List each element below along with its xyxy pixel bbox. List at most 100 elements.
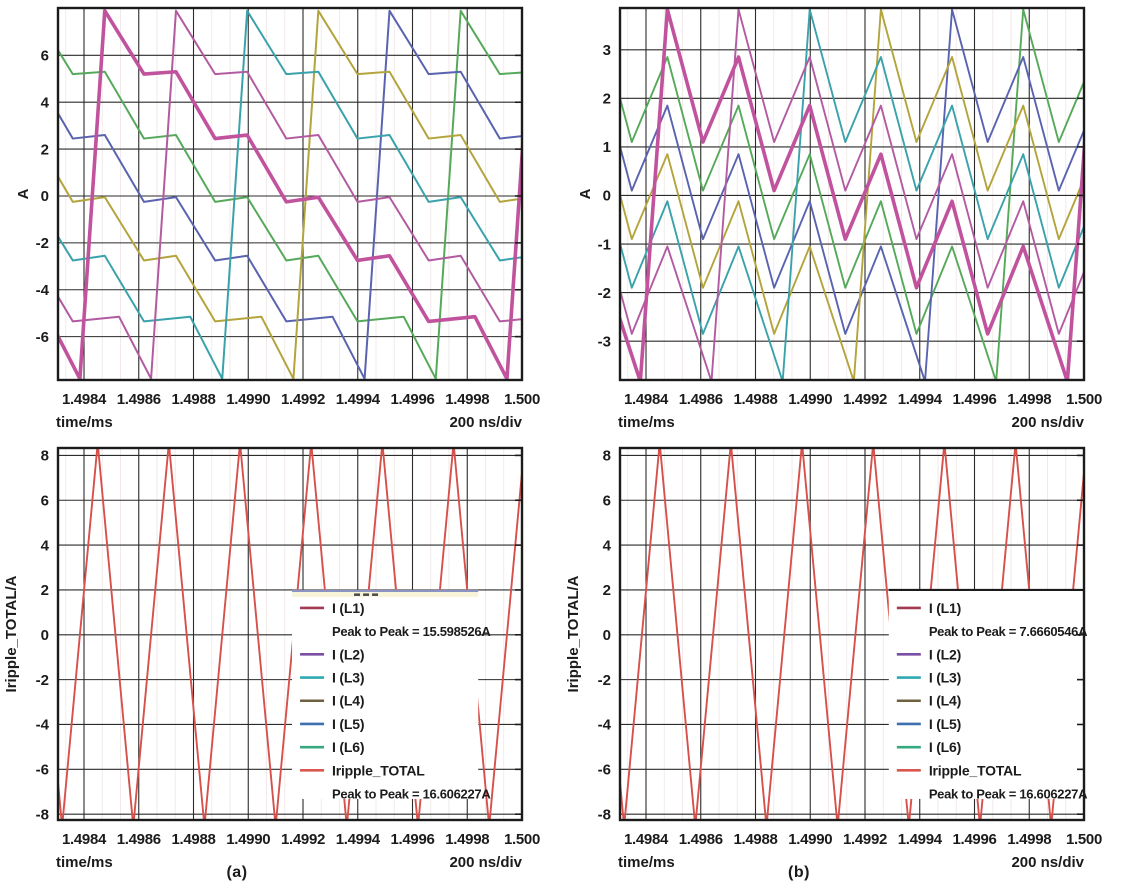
x-axis-note: 200 ns/div	[1011, 414, 1084, 431]
x-tick-label: 1.4996	[952, 391, 996, 408]
y-tick-label: -2	[598, 672, 611, 689]
legend-label: I (L3)	[332, 670, 364, 686]
x-tick-label: 1.4994	[898, 831, 943, 848]
plot-border	[618, 6, 1086, 382]
x-tick-label: 1.4994	[336, 391, 381, 408]
series-I(L2)	[620, 8, 1084, 380]
x-tick-label: 1.4988	[171, 391, 215, 408]
x-tick-label: 1.4996	[952, 831, 996, 848]
y-tick-label: 0	[603, 188, 611, 205]
chart-bottom-right: I (L1) Peak to Peak = 7.6660546A I (L2) I (…	[562, 440, 1124, 889]
x-axis-label: time/ms	[618, 854, 675, 871]
series-Iripple_TOTAL	[58, 448, 522, 820]
x-tick-label: 1.4998	[445, 831, 489, 848]
caption-a: (a)	[226, 864, 248, 881]
legend-label: I (L4)	[332, 693, 364, 709]
y-tick-label: -8	[36, 806, 49, 823]
y-tick-label: 2	[41, 141, 49, 158]
x-tick-label: 1.4990	[226, 831, 270, 848]
major-grid	[58, 8, 522, 380]
y-tick-label: 6	[603, 492, 611, 509]
x-tick-label: 1.500	[504, 831, 540, 848]
x-tick-label: 1.4992	[843, 831, 887, 848]
x-tick-label: 1.4992	[281, 391, 325, 408]
series-I(L1)	[620, 8, 1084, 380]
y-tick-label: 0	[603, 627, 611, 644]
legend-box	[292, 589, 479, 799]
legend-label: I (L1)	[332, 600, 364, 616]
y-tick-label: -4	[36, 717, 50, 734]
x-axis-note: 200 ns/div	[1011, 854, 1084, 871]
caption-b: (b)	[788, 864, 810, 881]
y-tick-label: -1	[598, 236, 611, 253]
chart-canvas-bottom-left: I (L1) Peak to Peak = 15.598526A I (L2) I (…	[3, 446, 540, 871]
major-grid	[620, 8, 1084, 380]
series-I(L6)	[620, 8, 1084, 380]
legend-label: I (L5)	[929, 716, 961, 732]
x-axis-note: 200 ns/div	[449, 414, 522, 431]
x-tick-label: 1.4984	[624, 831, 669, 848]
x-tick-label: 1.4998	[1007, 831, 1051, 848]
y-tick-label: 2	[603, 582, 611, 599]
legend-artifact-smudge	[363, 593, 370, 596]
legend-peak-to-peak: Peak to Peak = 7.6660546A	[929, 624, 1088, 639]
x-tick-label: 1.4984	[62, 831, 107, 848]
x-tick-label: 1.4990	[788, 831, 832, 848]
legend-artifact-smudge	[354, 593, 361, 596]
y-axis-label: Iripple_TOTAL/A	[3, 575, 20, 692]
y-tick-label: 2	[603, 91, 611, 108]
y-tick-label: -8	[598, 806, 611, 823]
x-tick-label: 1.4994	[336, 831, 381, 848]
legend-label: Iripple_TOTAL	[332, 762, 425, 778]
x-tick-label: 1.4992	[281, 831, 325, 848]
y-tick-label: -2	[36, 672, 49, 689]
legend-peak-to-peak: Peak to Peak = 16.606227A	[929, 787, 1088, 802]
x-tick-label: 1.4984	[624, 391, 669, 408]
y-tick-label: 4	[41, 94, 50, 111]
x-tick-label: 1.4998	[445, 391, 489, 408]
x-tick-label: 1.4996	[390, 391, 434, 408]
y-axis-label: Iripple_TOTAL/A	[565, 575, 582, 692]
x-tick-label: 1.500	[504, 391, 540, 408]
legend-peak-to-peak: Peak to Peak = 16.606227A	[332, 787, 491, 802]
y-tick-label: -4	[36, 282, 50, 299]
series-I(L3)	[620, 8, 1084, 380]
x-tick-label: 1.4998	[1007, 391, 1051, 408]
legend-label: I (L1)	[929, 600, 961, 616]
series-I(L4)	[620, 8, 1084, 380]
x-tick-label: 1.4986	[117, 391, 161, 408]
series-group	[620, 8, 1084, 380]
legend: I (L1) Peak to Peak = 7.6660546A I (L2) I (…	[888, 588, 1088, 802]
y-tick-label: 0	[41, 188, 49, 205]
x-tick-label: 1.500	[1066, 391, 1102, 408]
y-axis-label: A	[15, 188, 32, 199]
legend-box	[888, 589, 1084, 799]
y-tick-label: 0	[41, 627, 49, 644]
x-tick-label: 1.4986	[679, 391, 723, 408]
y-tick-label: -2	[36, 235, 49, 252]
x-tick-label: 1.4990	[788, 391, 832, 408]
y-tick-label: 6	[41, 48, 49, 65]
plot-border	[56, 6, 524, 382]
series-I(L5)	[620, 8, 1084, 380]
y-tick-label: 1	[603, 139, 611, 156]
chart-top-right: 1.4984 1.4986 1.4988 1.4990 1.4992 1.4994 1.49…	[562, 0, 1124, 440]
y-tick-label: -6	[598, 762, 611, 779]
y-tick-label: -6	[36, 762, 49, 779]
x-axis-note: 200 ns/div	[449, 854, 522, 871]
chart-bottom-left: I (L1) Peak to Peak = 15.598526A I (L2) I (…	[0, 440, 562, 889]
y-tick-label: 3	[603, 42, 611, 59]
x-tick-label: 1.4988	[171, 831, 215, 848]
y-tick-label: 2	[41, 582, 49, 599]
legend-label: I (L2)	[929, 646, 961, 662]
legend-label: I (L4)	[929, 693, 961, 709]
y-tick-label: -3	[598, 333, 611, 350]
y-tick-label: 4	[603, 537, 612, 554]
legend-label: I (L5)	[332, 716, 364, 732]
legend-label: I (L3)	[929, 670, 961, 686]
legend-peak-to-peak: Peak to Peak = 15.598526A	[332, 624, 491, 639]
x-tick-label: 1.4986	[117, 831, 161, 848]
legend-label: I (L6)	[332, 739, 364, 755]
y-tick-label: -6	[36, 329, 49, 346]
